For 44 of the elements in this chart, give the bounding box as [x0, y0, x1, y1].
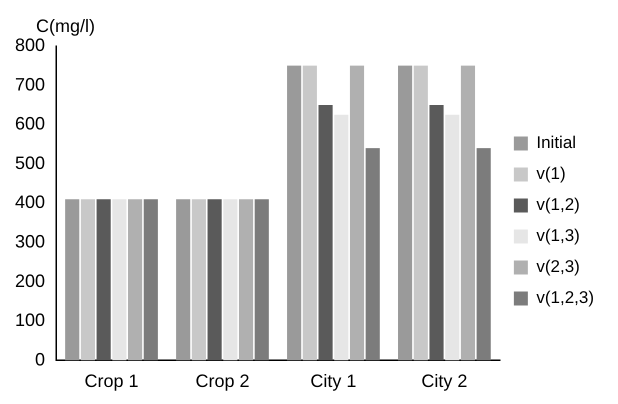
- y-tick-label: 300: [14, 231, 46, 252]
- legend-label: Initial: [536, 133, 576, 152]
- bar: [318, 104, 333, 360]
- bar: [223, 199, 238, 360]
- bar: [238, 199, 254, 360]
- bar: [254, 199, 269, 360]
- bar: [144, 199, 158, 360]
- bar: [398, 66, 412, 360]
- legend-label: v(1,3): [536, 226, 580, 246]
- y-tick-label: 600: [14, 114, 46, 134]
- bar: [176, 199, 190, 360]
- bar: [287, 66, 302, 360]
- y-tick-label: 400: [14, 192, 46, 212]
- legend-label: v(2,3): [536, 257, 580, 276]
- x-tick-label: City 2: [421, 371, 468, 392]
- legend-label: v(1): [536, 164, 566, 184]
- bar: [445, 114, 460, 360]
- bar: [429, 104, 444, 360]
- y-tick-label: 200: [14, 270, 46, 291]
- bar: [96, 199, 111, 360]
- x-tick-label: Crop 2: [195, 371, 250, 392]
- bar: [460, 66, 476, 360]
- y-tick-label: 700: [14, 74, 46, 94]
- y-tick-label: 800: [14, 34, 46, 55]
- y-tick-label: 500: [14, 152, 46, 173]
- bar: [80, 199, 96, 360]
- bar: [128, 199, 142, 360]
- bar: [302, 66, 317, 360]
- y-tick-label: 0: [35, 349, 46, 370]
- legend-label: v(1,2): [536, 195, 580, 214]
- y-tick-label: 100: [14, 310, 46, 330]
- bar: [65, 199, 80, 360]
- bar: [192, 199, 206, 360]
- x-tick-label: City 1: [310, 371, 356, 392]
- bar: [414, 66, 428, 360]
- bar: [366, 148, 380, 360]
- x-tick-label: Crop 1: [84, 371, 139, 392]
- bar: [334, 114, 348, 360]
- bar: [208, 199, 222, 360]
- bar: [112, 199, 126, 360]
- bar: [476, 148, 491, 360]
- y-axis-title: C(mg/l): [36, 16, 96, 36]
- bar: [350, 66, 364, 360]
- legend-label: v(1,2,3): [536, 288, 594, 308]
